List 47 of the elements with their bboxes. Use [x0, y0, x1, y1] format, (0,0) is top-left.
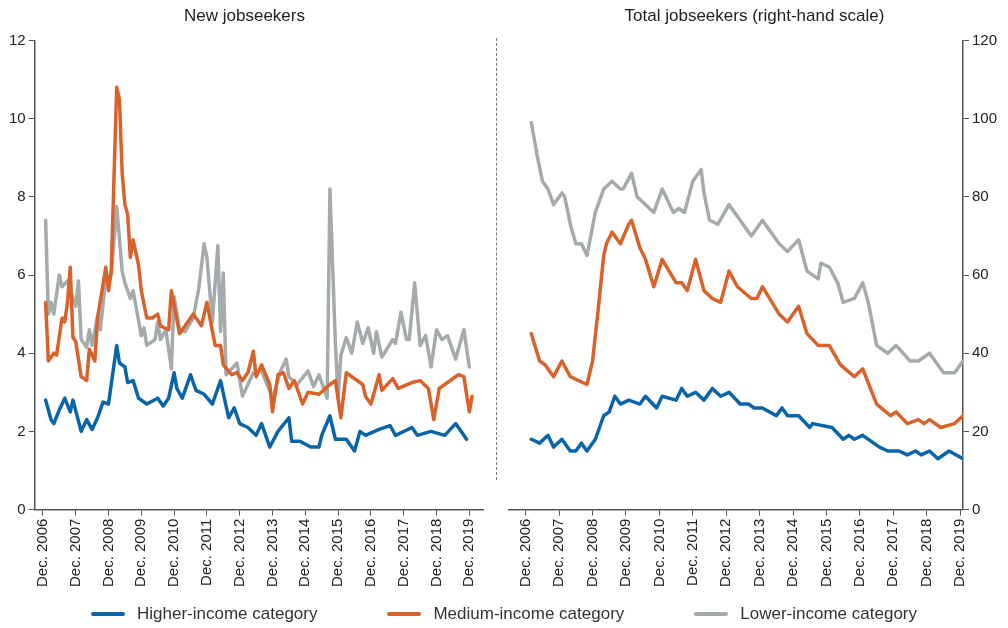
y-tick-label: 8 [17, 186, 26, 204]
x-tick-label: Dec. 2007 [65, 518, 83, 588]
x-tick-label: Dec. 2012 [229, 518, 247, 588]
x-tick-label: Dec. 2014 [783, 518, 801, 588]
chart-title: Total jobseekers (right-hand scale) [624, 5, 885, 25]
x-tick-label: Dec. 2011 [197, 518, 215, 586]
x-tick-label: Dec. 2019 [459, 518, 477, 588]
legend-label: Medium-income category [433, 604, 625, 624]
x-tick-label: Dec. 2013 [749, 518, 767, 588]
x-tick-label: Dec. 2017 [883, 518, 901, 588]
y2-tick-label: 60 [971, 265, 989, 283]
x-tick-label: Dec. 2011 [682, 518, 700, 586]
y-tick-label: 12 [9, 30, 26, 48]
x-tick-label: Dec. 2018 [426, 518, 444, 588]
x-tick-label: Dec. 2010 [164, 518, 182, 588]
chart-title: New jobseekers [184, 5, 305, 25]
y-tick-label: 2 [17, 421, 26, 439]
x-tick-label: Dec. 2019 [950, 518, 968, 588]
y2-tick-label: 20 [971, 421, 989, 439]
x-tick-label: Dec. 2018 [916, 518, 934, 588]
y-tick-label: 0 [17, 499, 26, 517]
y2-tick-label: 100 [971, 108, 997, 126]
x-tick-label: Dec. 2009 [131, 518, 149, 588]
x-tick-label: Dec. 2006 [33, 518, 51, 588]
y2-tick-label: 40 [971, 343, 989, 361]
x-tick-label: Dec. 2017 [393, 518, 411, 588]
x-tick-label: Dec. 2015 [816, 518, 834, 588]
y2-tick-label: 80 [971, 186, 989, 204]
y2-tick-label: 0 [971, 499, 981, 517]
x-tick-label: Dec. 2016 [850, 518, 868, 588]
x-tick-label: Dec. 2015 [328, 518, 346, 588]
x-tick-label: Dec. 2009 [616, 518, 634, 588]
y-tick-label: 10 [9, 108, 26, 126]
x-tick-label: Dec. 2014 [295, 518, 313, 588]
x-tick-label: Dec. 2008 [582, 518, 600, 588]
y-tick-label: 6 [17, 265, 26, 283]
legend-label: Higher-income category [136, 604, 318, 624]
x-tick-label: Dec. 2008 [98, 518, 116, 588]
y-tick-label: 4 [17, 343, 26, 361]
x-tick-label: Dec. 2012 [716, 518, 734, 588]
x-tick-label: Dec. 2016 [361, 518, 379, 588]
legend-label: Lower-income category [740, 604, 918, 624]
x-tick-label: Dec. 2007 [549, 518, 567, 588]
x-tick-label: Dec. 2006 [515, 518, 533, 588]
x-tick-label: Dec. 2010 [649, 518, 667, 588]
x-tick-label: Dec. 2013 [262, 518, 280, 588]
y2-tick-label: 120 [971, 30, 997, 48]
